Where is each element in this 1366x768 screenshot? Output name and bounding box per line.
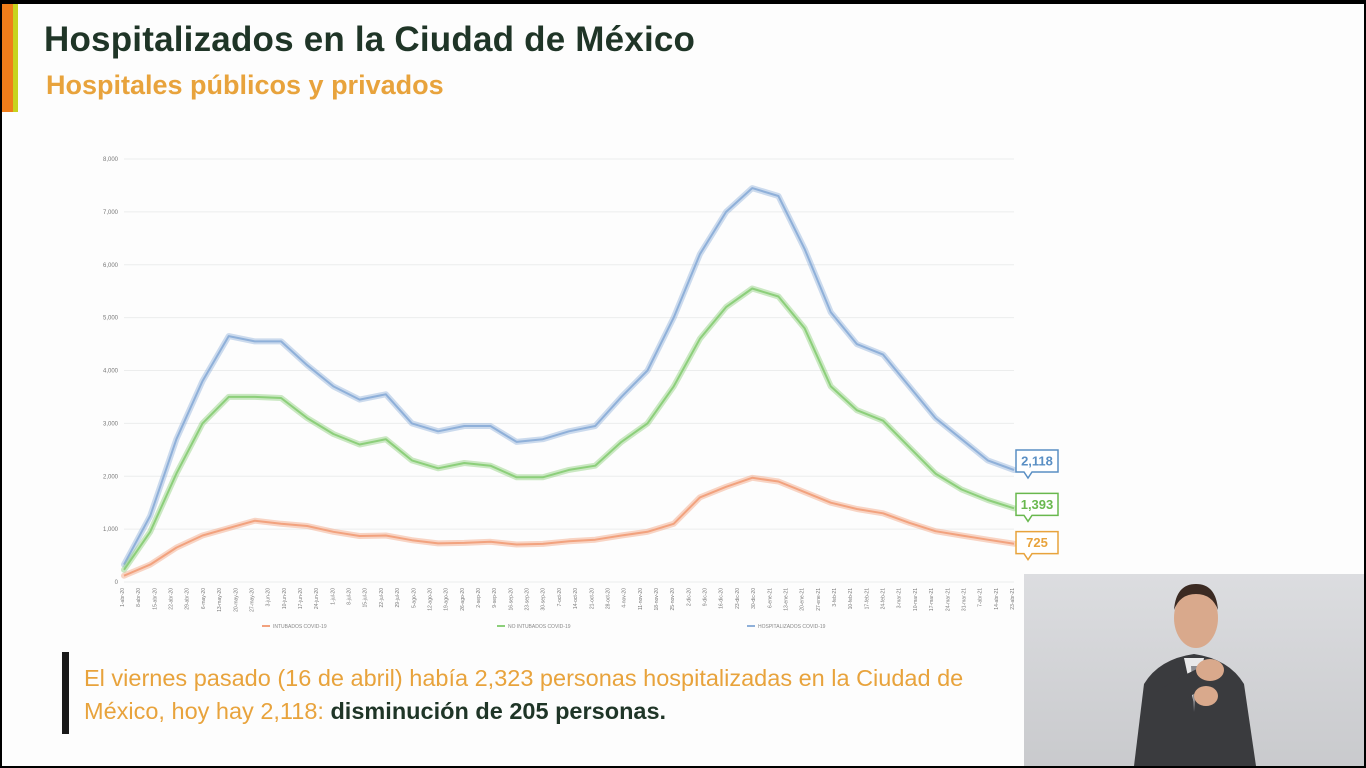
x-tick-label: 6-ene-21 — [767, 588, 773, 608]
accent-bar — [2, 4, 18, 112]
x-tick-label: 30-sep-20 — [541, 588, 547, 611]
x-tick-label: 23-sep-20 — [525, 588, 531, 611]
series-line — [123, 287, 1015, 571]
y-tick-label: 5,000 — [103, 316, 119, 322]
legend-label: NO INTUBADOS COVID-19 — [508, 624, 571, 630]
x-tick-label: 17-feb-21 — [864, 588, 870, 610]
end-value-label: 1,393 — [1021, 497, 1054, 512]
callout-main: El viernes pasado (16 de abril) había 2,… — [84, 665, 964, 724]
x-tick-label: 24-feb-21 — [881, 588, 887, 610]
x-tick-label: 13-ene-21 — [783, 588, 789, 611]
x-tick-label: 17-jun-20 — [298, 588, 304, 609]
x-tick-label: 23-abr-21 — [1010, 588, 1016, 610]
x-tick-label: 20-may-20 — [233, 588, 239, 612]
end-value-callout — [1015, 492, 1059, 523]
x-tick-label: 25-nov-20 — [670, 588, 676, 611]
y-tick-label: 3,000 — [103, 421, 119, 427]
sign-language-interpreter-video — [1024, 574, 1364, 766]
x-tick-label: 28-oct-20 — [605, 588, 611, 609]
end-value-label: 2,118 — [1021, 454, 1053, 469]
end-value-callout — [1015, 530, 1059, 562]
x-tick-label: 21-oct-20 — [589, 588, 595, 609]
y-tick-label: 1,000 — [103, 527, 119, 533]
y-tick-label: 8,000 — [103, 157, 119, 163]
x-tick-label: 2-sep-20 — [476, 588, 482, 608]
x-tick-label: 3-jun-20 — [266, 588, 272, 607]
x-tick-label: 30-dic-20 — [751, 588, 757, 609]
y-tick-label: 0 — [115, 580, 119, 586]
x-tick-label: 26-ago-20 — [460, 588, 466, 611]
page-title: Hospitalizados en la Ciudad de México — [44, 20, 696, 59]
x-tick-label: 19-ago-20 — [444, 588, 450, 611]
x-tick-label: 22-jul-20 — [379, 588, 385, 608]
series-band — [121, 185, 1017, 568]
legend-label: INTUBADOS COVID-19 — [273, 624, 327, 630]
x-tick-label: 7-oct-20 — [557, 588, 563, 607]
x-tick-label: 5-ago-20 — [411, 588, 417, 608]
x-tick-label: 10-mar-21 — [913, 588, 919, 611]
series-line — [123, 476, 1015, 577]
x-tick-label: 24-jun-20 — [314, 588, 320, 609]
x-tick-label: 3-mar-21 — [897, 588, 903, 609]
x-tick-label: 20-ene-21 — [800, 588, 806, 611]
x-tick-label: 1-jul-20 — [330, 588, 336, 605]
x-tick-label: 23-dic-20 — [735, 588, 741, 609]
series-band — [121, 474, 1017, 579]
x-tick-label: 8-jul-20 — [347, 588, 353, 605]
slide: Hospitalizados en la Ciudad de México Ho… — [2, 4, 1364, 766]
page-subtitle: Hospitales públicos y privados — [46, 70, 444, 100]
x-tick-label: 29-abr-20 — [185, 588, 191, 610]
y-tick-label: 6,000 — [103, 263, 119, 269]
line-chart: 0 1,000 2,000 3,000 4,000 5,000 6,000 7,000 8,00… — [103, 157, 1059, 630]
x-tick-label: 9-dic-20 — [703, 588, 709, 606]
x-tick-label: 15-jul-20 — [363, 588, 369, 608]
x-tick-label: 13-may-20 — [217, 588, 223, 612]
x-tick-label: 8-abr-20 — [136, 588, 142, 607]
x-tick-label: 9-sep-20 — [492, 588, 498, 608]
end-value-callout — [1015, 449, 1059, 480]
x-tick-label: 24-mar-21 — [945, 588, 951, 611]
y-tick-label: 2,000 — [103, 474, 119, 480]
x-tick-label: 10-feb-21 — [848, 588, 854, 610]
x-tick-label: 15-abr-20 — [152, 588, 158, 610]
callout-strong: disminución de 205 personas. — [330, 698, 667, 724]
x-tick-label: 12-ago-20 — [427, 588, 433, 611]
x-tick-label: 29-jul-20 — [395, 588, 401, 608]
x-tick-label: 4-nov-20 — [622, 588, 628, 608]
x-tick-label: 7-abr-21 — [978, 588, 984, 607]
y-tick-label: 4,000 — [103, 369, 119, 375]
legend-label: HOSPITALIZADOS COVID-19 — [758, 624, 826, 630]
x-tick-label: 16-dic-20 — [719, 588, 725, 609]
x-tick-label: 22-abr-20 — [169, 588, 175, 610]
interpreter-figure-icon — [1134, 584, 1256, 766]
x-tick-label: 18-nov-20 — [654, 588, 660, 611]
end-value-label: 725 — [1026, 535, 1048, 550]
x-tick-label: 31-mar-21 — [961, 588, 967, 611]
x-tick-label: 11-nov-20 — [638, 588, 644, 610]
x-tick-label: 6-may-20 — [201, 588, 207, 609]
x-tick-label: 14-abr-21 — [994, 588, 1000, 610]
x-tick-label: 1-abr-20 — [120, 588, 126, 607]
x-tick-label: 27-ene-21 — [816, 588, 822, 611]
x-tick-label: 27-may-20 — [249, 588, 255, 612]
x-tick-label: 3-feb-21 — [832, 588, 838, 607]
x-tick-label: 2-dic-20 — [686, 588, 692, 606]
callout-bar — [62, 652, 69, 734]
callout-text: El viernes pasado (16 de abril) había 2,… — [84, 662, 984, 728]
y-tick-label: 7,000 — [103, 210, 119, 216]
x-tick-label: 14-oct-20 — [573, 588, 579, 609]
x-tick-label: 17-mar-21 — [929, 588, 935, 611]
series-line — [123, 187, 1015, 566]
x-tick-label: 16-sep-20 — [508, 588, 514, 611]
x-tick-label: 10-jun-20 — [282, 588, 288, 609]
